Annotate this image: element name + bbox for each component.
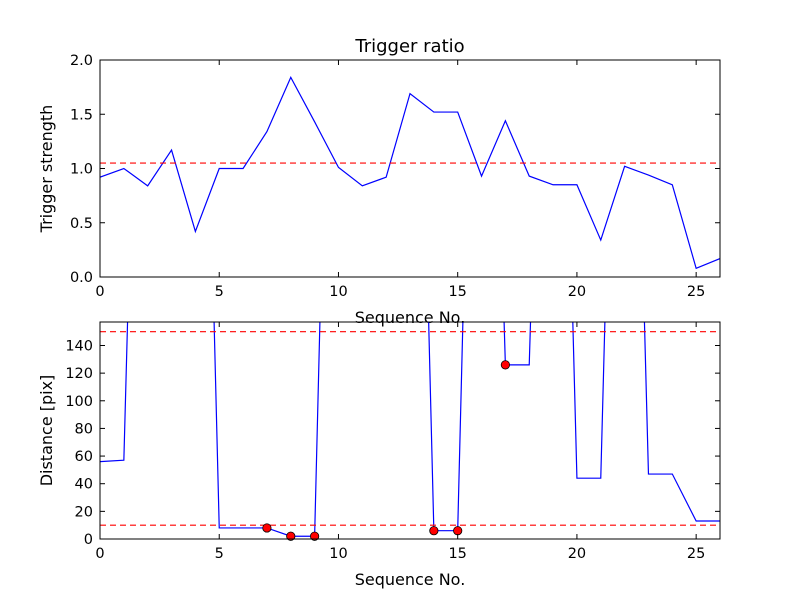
bottom-y-axis-label: Distance [pix]	[37, 375, 56, 487]
bottom-xtick-label-0: 0	[95, 546, 104, 562]
bottom-x-axis-label: Sequence No.	[355, 570, 466, 589]
top-chart-title: Trigger ratio	[354, 36, 464, 57]
top-xtick-label-0: 0	[95, 284, 104, 300]
top-xtick-label-5: 25	[687, 284, 705, 300]
bottom-marker-0	[262, 523, 272, 533]
bottom-ytick-label-4: 80	[75, 421, 93, 437]
bottom-marker-4	[453, 526, 463, 536]
bottom-xtick-label-3: 15	[448, 546, 466, 562]
bottom-chart: 0 5 10 15 20 25 0 20 40 60 80 100 120 140 Sequence No.…	[37, 321, 721, 589]
bottom-ytick-label-1: 20	[75, 504, 93, 520]
bottom-ytick-label-6: 120	[65, 366, 93, 382]
bottom-ytick-label-0: 0	[84, 532, 93, 548]
bottom-marker-2	[310, 531, 320, 541]
top-xtick-label-3: 15	[448, 284, 466, 300]
bottom-marker-1	[286, 531, 296, 541]
top-ytick-label-2: 1.0	[70, 162, 93, 178]
top-xtick-label-1: 5	[215, 284, 224, 300]
bottom-marker-5	[500, 360, 510, 370]
top-xtick-label-4: 20	[568, 284, 586, 300]
bottom-series-line-0	[100, 322, 720, 537]
top-xtick-label-2: 10	[329, 284, 347, 300]
bottom-ytick-label-7: 140	[65, 338, 93, 354]
bottom-ytick-label-5: 100	[65, 394, 93, 410]
bottom-ytick-label-3: 60	[75, 449, 93, 465]
top-axes-frame	[99, 59, 721, 278]
bottom-xtick-label-5: 25	[687, 546, 705, 562]
top-ytick-label-0: 0.0	[70, 270, 93, 286]
bottom-ytick-label-2: 40	[75, 477, 93, 493]
top-ytick-label-3: 1.5	[70, 107, 93, 123]
bottom-xtick-label-1: 5	[215, 546, 224, 562]
bottom-xtick-label-4: 20	[568, 546, 586, 562]
top-ytick-label-1: 0.5	[70, 216, 93, 232]
top-ytick-label-4: 2.0	[70, 53, 93, 69]
bottom-xtick-label-2: 10	[329, 546, 347, 562]
top-x-axis-label: Sequence No.	[355, 308, 466, 327]
top-chart: 0 5 10 15 20 25 0.0 0.5 1.0 1.5 2.0 Trigger ratio Se…	[37, 36, 721, 327]
top-y-axis-label: Trigger strength	[37, 105, 56, 234]
bottom-axes-frame	[99, 321, 721, 540]
top-series-line-0	[100, 75, 720, 270]
bottom-marker-3	[429, 526, 439, 536]
